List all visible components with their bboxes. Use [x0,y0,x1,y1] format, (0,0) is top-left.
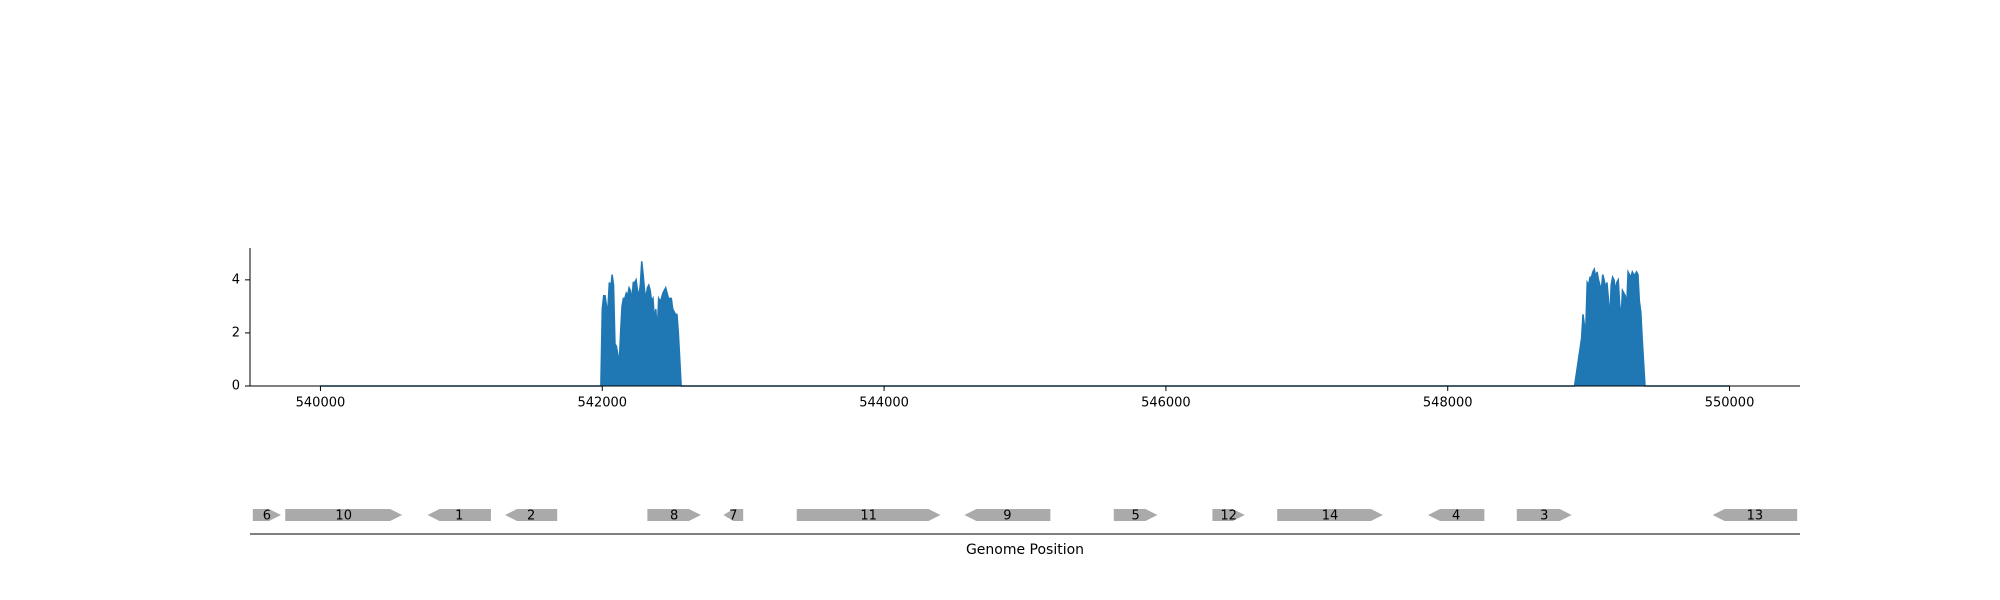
gene-label: 12 [1220,509,1237,524]
x-ticks: 540000 542000 544000 546000 548000 550000 [296,386,1755,411]
gene-arrow [252,509,281,521]
x-tick-label: 546000 [1141,396,1191,411]
gene-label: 14 [1322,509,1339,524]
x-tick-label: 540000 [296,396,346,411]
gene-label: 6 [263,509,271,524]
gene-arrow [505,509,558,521]
gene-arrow [964,509,1051,521]
gene-arrow [1428,509,1485,521]
gene-label: 5 [1131,509,1139,524]
gene-label: 2 [527,509,535,524]
gene-label: 11 [860,509,877,524]
x-tick-label: 550000 [1705,396,1755,411]
gene-label: 13 [1747,509,1764,524]
gene-label: 7 [729,509,737,524]
gene-arrow [1712,509,1798,521]
gene-layer: 6 10 1 2 8 7 11 9 5 12 14 4 3 13 [252,509,1798,524]
gene-arrow [796,509,941,521]
gene-track: 6 10 1 2 8 7 11 9 5 12 14 4 3 13 Genome Position [250,509,1800,558]
gene-track-xlabel: Genome Position [966,542,1084,558]
gene-label: 4 [1452,509,1460,524]
coverage-line [320,261,1730,387]
coverage-area-fill [320,261,1730,386]
gene-arrow [647,509,701,521]
x-tick-label: 542000 [577,396,627,411]
y-tick-label: 0 [232,379,240,394]
y-ticks: 0 2 4 [232,272,250,394]
gene-arrow [1212,509,1245,521]
gene-arrow [427,509,491,521]
gene-label: 10 [335,509,352,524]
y-tick-label: 2 [232,325,240,340]
gene-arrow [1277,509,1383,521]
gene-arrow [1113,509,1158,521]
gene-arrow [285,509,403,521]
coverage-plot: 540000 542000 544000 546000 548000 550000 0 2 4 [232,248,1800,411]
gene-arrow [1516,509,1572,521]
gene-label: 8 [670,509,678,524]
gene-arrow [723,509,744,521]
y-tick-label: 4 [232,272,240,287]
x-tick-label: 544000 [859,396,909,411]
x-tick-label: 548000 [1423,396,1473,411]
coverage-area-layer [320,261,1730,387]
gene-label: 9 [1003,509,1011,524]
gene-label: 3 [1540,509,1548,524]
gene-label: 1 [455,509,463,524]
